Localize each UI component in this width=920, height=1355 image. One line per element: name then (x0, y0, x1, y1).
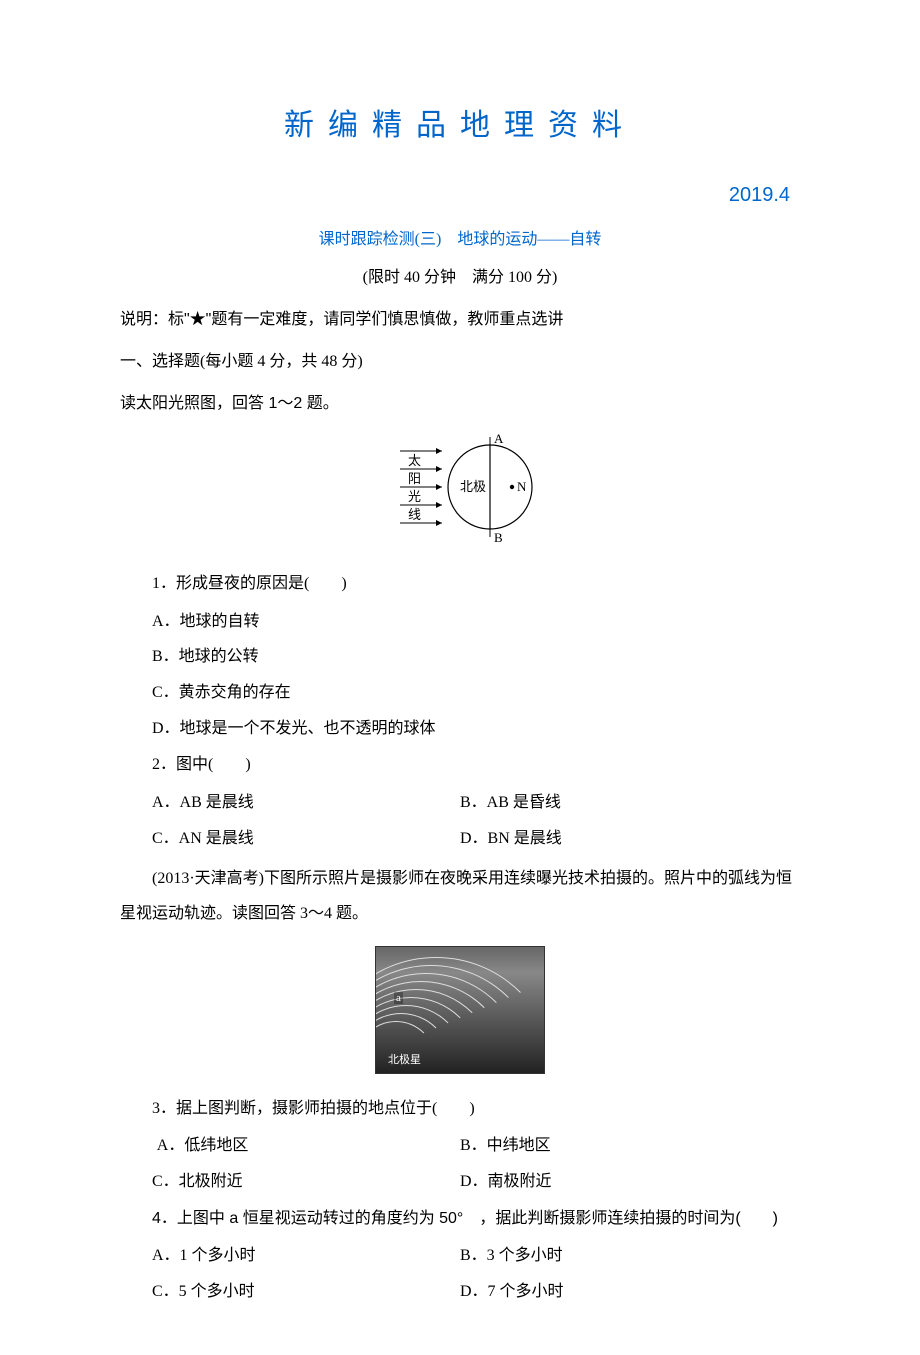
q3-option-B: B．中纬地区 (460, 1133, 800, 1159)
context-2: (2013·天津高考)下图所示照片是摄影师在夜晚采用连续曝光技术拍摄的。照片中的… (120, 861, 800, 931)
q4-option-A: A．1 个多小时 (120, 1243, 460, 1269)
instruction-text: 说明：标"★"题有一定难度，请同学们慎思慎做，教师重点选讲 (120, 305, 800, 329)
photo-figure: a 北极星 (375, 946, 545, 1074)
q2-option-D: D．BN 是晨线 (460, 826, 800, 852)
sun-label-4: 线 (408, 507, 421, 522)
q4-row-CD: C．5 个多小时 D．7 个多小时 (120, 1279, 800, 1305)
photo-label-polaris: 北极星 (388, 1051, 421, 1067)
time-score: (限时 40 分钟 满分 100 分) (120, 263, 800, 287)
label-N: N (517, 479, 527, 494)
q2-row-CD: C．AN 是晨线 D．BN 是晨线 (120, 826, 800, 852)
q4-option-C: C．5 个多小时 (120, 1279, 460, 1305)
q2-row-AB: A．AB 是晨线 B．AB 是昏线 (120, 790, 800, 816)
intro-paragraph-1: 读太阳光照图，回答 1～2 题。 (120, 389, 800, 413)
q2-option-C: C．AN 是晨线 (120, 826, 460, 852)
label-B: B (494, 530, 503, 545)
q4-text: 4．上图中 a 恒星视运动转过的角度约为 50° ，据此判断摄影师连续拍摄的时间… (120, 1205, 800, 1234)
q1-option-D: D．地球是一个不发光、也不透明的球体 (120, 716, 800, 742)
q3-option-A: A．低纬地区 (120, 1133, 460, 1159)
q4-option-B: B．3 个多小时 (460, 1243, 800, 1269)
label-northpole: 北极 (460, 479, 486, 494)
context-2-prefix: (2013·天津高考)下图所示照片是摄影师在夜晚采用连续曝光技术拍摄的。照片中的… (152, 870, 760, 887)
q3-option-C: C．北极附近 (120, 1169, 460, 1195)
q4-row-AB: A．1 个多小时 B．3 个多小时 (120, 1243, 800, 1269)
date-label: 2019.4 (120, 184, 800, 207)
sun-label-2: 阳 (408, 471, 421, 486)
sun-label-1: 太 (408, 453, 421, 468)
context-2-tail: 读图回答 3～4 题。 (232, 905, 368, 922)
q3-text: 3．据上图判断，摄影师拍摄的地点位于( ) (120, 1095, 800, 1124)
q3-row-CD: C．北极附近 D．南极附近 (120, 1169, 800, 1195)
q3-option-D: D．南极附近 (460, 1169, 800, 1195)
section-header: 一、选择题(每小题 4 分，共 48 分) (120, 347, 800, 371)
q2-option-B: B．AB 是昏线 (460, 790, 800, 816)
sun-label-3: 光 (408, 489, 421, 504)
photo-label-a: a (394, 992, 403, 1004)
label-A: A (494, 431, 504, 446)
q1-option-C: C．黄赤交角的存在 (120, 680, 800, 706)
q1-option-A: A．地球的自转 (120, 609, 800, 635)
q2-text: 2．图中( ) (120, 751, 800, 780)
star-photo: a 北极星 (120, 946, 800, 1079)
q4-option-D: D．7 个多小时 (460, 1279, 800, 1305)
q1-text: 1．形成昼夜的原因是( ) (120, 570, 800, 599)
q2-option-A: A．AB 是晨线 (120, 790, 460, 816)
earth-diagram: 太 阳 光 线 A B N 北极 (120, 429, 800, 554)
q1-option-B: B．地球的公转 (120, 644, 800, 670)
earth-svg: 太 阳 光 线 A B N 北极 (360, 429, 560, 549)
subtitle: 课时跟踪检测(三) 地球的运动——自转 (120, 225, 800, 249)
q3-row-AB: A．低纬地区 B．中纬地区 (120, 1133, 800, 1159)
main-title: 新编精品地理资料 (120, 100, 800, 144)
